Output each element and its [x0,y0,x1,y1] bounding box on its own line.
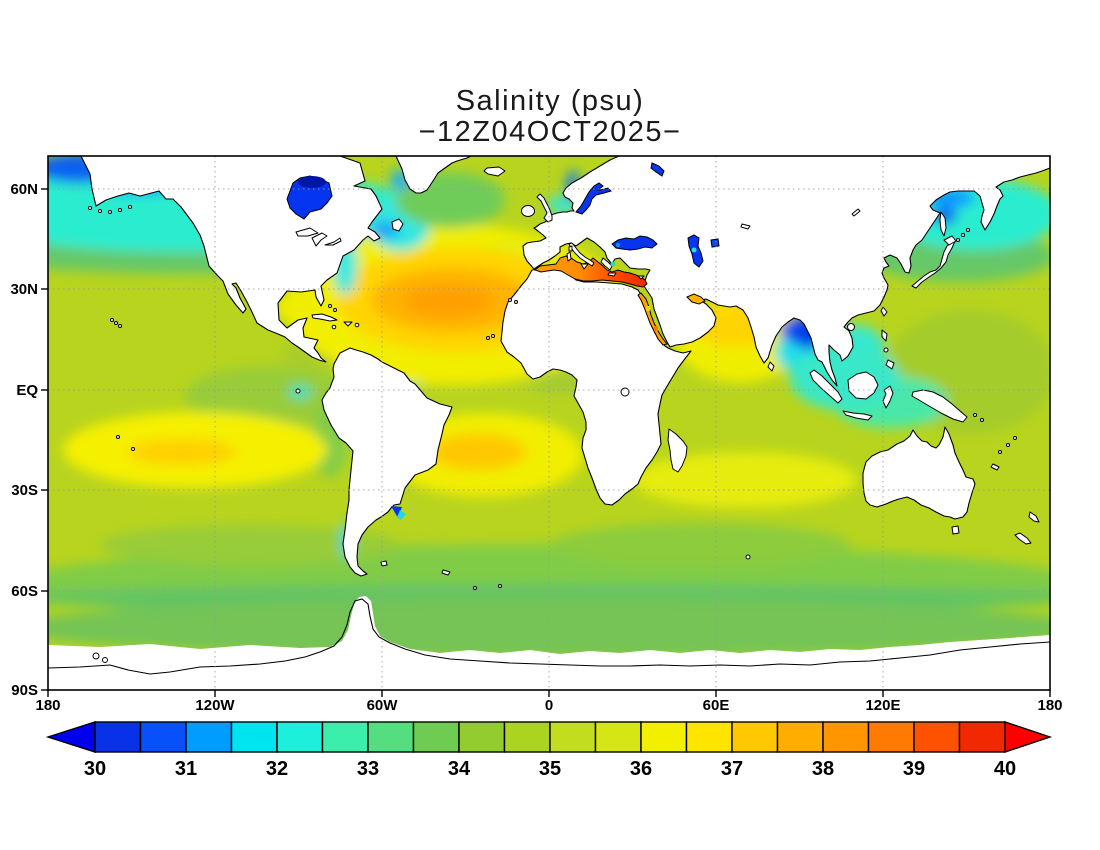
black-sea [611,235,658,251]
colorbar-value-34: 34 [448,758,471,780]
sumatra [809,369,843,404]
australia [862,426,976,520]
colorbar-segment-4 [276,721,324,753]
cuba [311,313,338,322]
colorbar-segment-12 [640,721,688,753]
colorbar-segment-8 [458,721,506,753]
interior-seas [533,162,720,346]
colorbar-value-39: 39 [903,758,925,780]
land-coastlines [80,156,1050,590]
colorbar-value-32: 32 [266,758,288,780]
colorbar-left-arrow [45,721,96,753]
colorbar-value-33: 33 [357,758,379,780]
colorbar-value-35: 35 [539,758,561,780]
map-title-line2: −12Z04OCT2025− [419,116,682,148]
newfoundland [391,218,404,232]
persian-gulf [686,293,706,305]
colorbar: 30 31 32 33 34 35 36 37 38 39 40 [45,721,1053,780]
iceland [483,166,506,177]
lat-label-EQ: EQ [16,382,38,399]
colorbar-segment-5 [321,721,369,753]
colorbar-segment-15 [776,721,824,753]
colorbar-segment-2 [185,721,233,753]
eurasia [522,156,1050,387]
colorbar-segment-14 [731,721,779,753]
colorbar-segment-11 [594,721,642,753]
south-america [321,347,453,577]
lon-axis-labels: 180 120W 60W 0 60E 120E 180 [35,697,1062,714]
hudson-bay [286,175,333,220]
colorbar-segment-13 [685,721,733,753]
colorbar-segment-17 [867,721,915,753]
colorbar-segments [94,721,1006,753]
sicily [580,263,589,270]
colorbar-segment-16 [822,721,870,753]
colorbar-segment-19 [958,721,1006,753]
lon-label-2: 60W [367,697,399,714]
lat-label-30S: 30S [11,482,38,499]
new-zealand-north [1028,511,1040,523]
colorbar-value-40: 40 [994,758,1016,780]
lon-label-0: 180 [35,697,60,714]
antarctic-coastline [48,598,1050,675]
sulawesi [882,385,894,409]
java [842,410,873,421]
ireland [521,205,535,217]
sri-lanka [767,361,775,372]
lon-label-6: 180 [1037,697,1062,714]
colorbar-segment-10 [549,721,597,753]
colorbar-right-arrow [1004,721,1053,753]
lon-label-4: 60E [703,697,730,714]
madagascar [667,428,688,473]
crete [607,272,617,277]
map-title-line1: Salinity (psu) [456,85,645,117]
colorbar-segment-6 [367,721,415,753]
lat-label-60N: 60N [10,181,38,198]
borneo [847,371,879,400]
colorbar-value-30: 30 [84,758,106,780]
colorbar-segment-3 [230,721,278,753]
rio-de-la-plata [391,506,402,518]
colorbar-value-36: 36 [630,758,652,780]
aral-sea [710,238,720,248]
lon-label-1: 120W [195,697,235,714]
colorbar-labels: 30 31 32 33 34 35 36 37 38 39 40 [84,758,1016,780]
cyprus [637,275,645,280]
colorbar-segment-0 [94,721,142,753]
greenland [395,156,472,194]
gridlines [48,156,1050,690]
colorbar-value-37: 37 [721,758,743,780]
lat-label-30N: 30N [10,281,38,298]
lon-label-5: 120E [865,697,900,714]
new-zealand-south [1014,532,1032,545]
colorbar-segment-9 [503,721,551,753]
colorbar-segment-1 [139,721,187,753]
colorbar-segment-18 [913,721,961,753]
colorbar-value-31: 31 [175,758,197,780]
colorbar-value-38: 38 [812,758,834,780]
lon-ticks [47,690,1051,697]
red-sea [637,292,668,346]
tasmania [951,525,960,535]
lon-label-3: 0 [545,697,553,714]
lat-ticks [41,188,48,691]
new-guinea [911,389,968,423]
lat-axis-labels: 60N 30N EQ 30S 60S 90S [10,181,38,699]
white-sea [650,162,665,177]
greece [600,257,613,271]
lat-label-90S: 90S [11,682,38,699]
great-britain [536,193,553,223]
antarctic-data-void [48,596,1050,690]
lat-label-60S: 60S [11,583,38,600]
colorbar-segment-7 [412,721,460,753]
ocean-salinity-field [48,156,1050,690]
